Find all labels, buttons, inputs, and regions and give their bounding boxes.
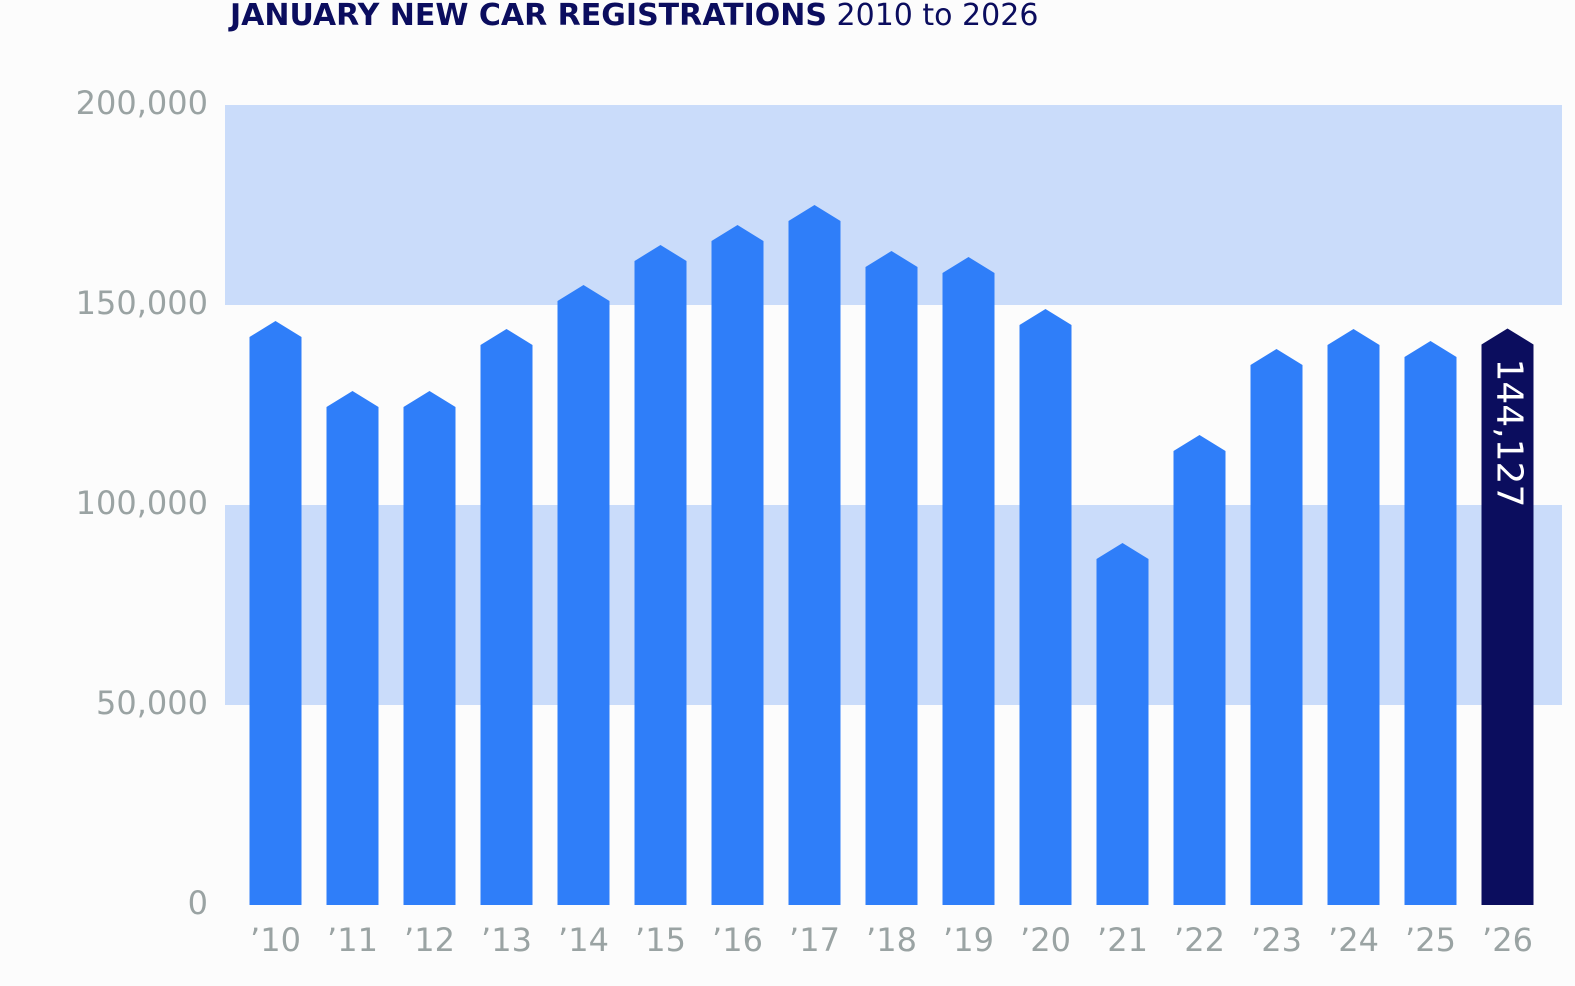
x-tick-label: ’15 bbox=[635, 921, 686, 959]
bar bbox=[1481, 328, 1534, 905]
x-tick-label: ’17 bbox=[789, 921, 840, 959]
bar bbox=[865, 251, 918, 905]
y-tick-label: 150,000 bbox=[76, 284, 208, 322]
x-tick-label: ’10 bbox=[250, 921, 301, 959]
x-tick-label: ’22 bbox=[1174, 921, 1225, 959]
x-tick-label: ’13 bbox=[481, 921, 532, 959]
x-tick-label: ’25 bbox=[1405, 921, 1456, 959]
x-tick-label: ’23 bbox=[1251, 921, 1302, 959]
bar bbox=[249, 321, 302, 905]
x-tick-label: ’21 bbox=[1097, 921, 1148, 959]
bar bbox=[1173, 435, 1226, 905]
x-tick-label: ’20 bbox=[1020, 921, 1071, 959]
bar bbox=[1250, 349, 1303, 905]
y-tick-label: 0 bbox=[188, 884, 208, 922]
x-tick-label: ’19 bbox=[943, 921, 994, 959]
x-tick-label: ’16 bbox=[712, 921, 763, 959]
bar bbox=[942, 257, 995, 905]
x-tick-label: ’12 bbox=[404, 921, 455, 959]
chart-title: JANUARY NEW CAR REGISTRATIONS bbox=[228, 0, 827, 33]
x-tick-label: ’14 bbox=[558, 921, 609, 959]
bar bbox=[480, 329, 533, 905]
bar bbox=[711, 225, 764, 905]
bar bbox=[634, 245, 687, 905]
chart-heading: JANUARY NEW CAR REGISTRATIONS 2010 to 20… bbox=[228, 0, 1038, 33]
y-tick-label: 100,000 bbox=[76, 484, 208, 522]
x-tick-label: ’26 bbox=[1482, 921, 1533, 959]
bar bbox=[557, 285, 610, 905]
bar bbox=[1096, 543, 1149, 905]
bar bbox=[326, 391, 379, 905]
x-tick-label: ’24 bbox=[1328, 921, 1379, 959]
y-tick-label: 200,000 bbox=[76, 84, 208, 122]
x-tick-label: ’11 bbox=[327, 921, 378, 959]
chart-subtitle: 2010 to 2026 bbox=[837, 0, 1039, 33]
x-tick-label: ’18 bbox=[866, 921, 917, 959]
bar bbox=[788, 205, 841, 905]
bar bbox=[1404, 341, 1457, 905]
bar bbox=[403, 391, 456, 905]
bar bbox=[1327, 329, 1380, 905]
y-tick-label: 50,000 bbox=[96, 684, 208, 722]
bar bbox=[1019, 309, 1072, 905]
value-label: 144,127 bbox=[1489, 358, 1530, 507]
